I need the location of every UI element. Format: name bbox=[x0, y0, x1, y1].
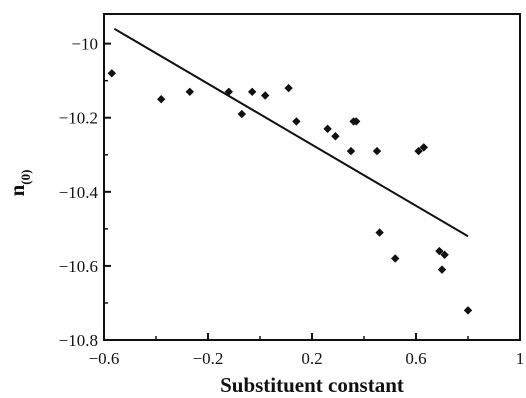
data-points bbox=[107, 69, 473, 315]
data-point bbox=[375, 228, 384, 237]
data-point bbox=[284, 83, 293, 93]
axis-tick-labels: −0.6 −0.2 0.2 0.6 1 −10 −10.2 −10.4 −10.6 −10.8 bbox=[59, 35, 525, 368]
data-point bbox=[323, 124, 332, 134]
data-point bbox=[331, 132, 340, 141]
data-point bbox=[185, 87, 194, 96]
x-tick-label: 0.2 bbox=[301, 349, 322, 368]
data-point bbox=[419, 143, 428, 152]
data-point bbox=[372, 146, 382, 156]
y-tick-label: −10 bbox=[71, 35, 98, 54]
data-point bbox=[352, 117, 361, 126]
x-axis-title: Substituent constant bbox=[220, 373, 404, 397]
data-point bbox=[292, 117, 301, 126]
data-point bbox=[157, 95, 166, 104]
x-tick-label: 0.6 bbox=[405, 349, 426, 368]
data-point bbox=[261, 91, 270, 100]
data-point bbox=[440, 250, 449, 259]
y-axis-title: n(0) bbox=[5, 170, 33, 197]
trend-line bbox=[113, 27, 469, 238]
data-point bbox=[414, 146, 423, 156]
y-tick-label: −10.2 bbox=[59, 109, 98, 128]
data-point bbox=[391, 254, 400, 263]
axis-ticks bbox=[103, 42, 521, 341]
y-axis-title-subscript: (0) bbox=[18, 170, 33, 185]
data-point bbox=[107, 69, 116, 78]
y-tick-label: −10.4 bbox=[59, 183, 99, 202]
y-tick-label: −10.8 bbox=[59, 331, 98, 350]
data-point bbox=[435, 246, 444, 256]
data-point bbox=[346, 146, 356, 156]
data-point bbox=[237, 109, 246, 119]
x-tick-label: −0.2 bbox=[193, 349, 224, 368]
data-point bbox=[463, 306, 473, 315]
data-point bbox=[248, 87, 257, 96]
data-point bbox=[437, 265, 447, 274]
y-tick-label: −10.6 bbox=[59, 257, 98, 276]
y-axis-title-main: n bbox=[5, 184, 29, 196]
x-tick-label: 1 bbox=[516, 349, 525, 368]
x-tick-label: −0.6 bbox=[89, 349, 120, 368]
plot-frame bbox=[103, 13, 521, 341]
data-point bbox=[224, 87, 233, 96]
